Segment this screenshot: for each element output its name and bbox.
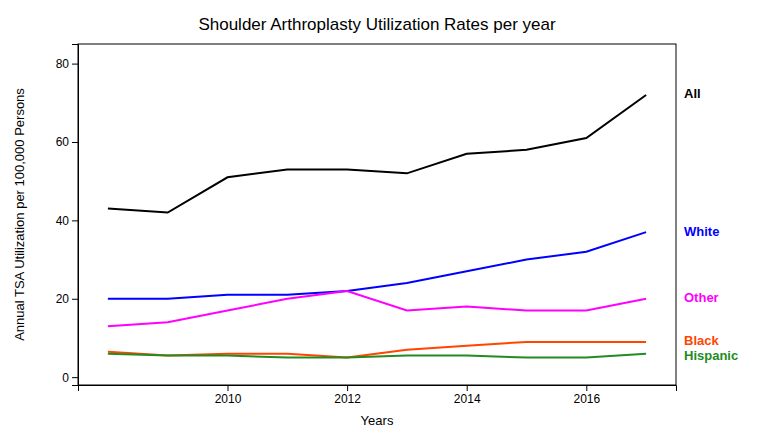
series-line — [108, 232, 646, 299]
tick-mark — [72, 220, 78, 221]
tick-mark — [228, 385, 229, 391]
tick-mark — [72, 299, 78, 300]
tick: 40 — [56, 214, 78, 228]
tick-label: 80 — [56, 57, 70, 71]
chart-title: Shoulder Arthroplasty Utilization Rates … — [198, 15, 556, 34]
tick-label: 60 — [56, 135, 70, 149]
tick: 2012 — [334, 385, 361, 406]
y-axis: 0 20 40 60 80 — [56, 45, 79, 386]
series-label: White — [684, 224, 719, 239]
series-line — [108, 354, 646, 358]
tick-label: 2010 — [215, 392, 242, 406]
tick: 0 — [62, 371, 78, 385]
chart-container: 2010 2012 2014 2016 0 20 40 60 80 All White Other Bl… — [0, 0, 776, 437]
tick-mark — [586, 385, 587, 391]
tick: 2014 — [454, 385, 481, 406]
chart: 2010 2012 2014 2016 0 20 40 60 80 All White Other Bl… — [0, 0, 776, 437]
tick-mark — [72, 377, 78, 378]
tick: 80 — [56, 57, 78, 71]
series-label: All — [684, 86, 701, 101]
tick-label: 2012 — [334, 392, 361, 406]
tick: 2016 — [573, 385, 600, 406]
y-axis-title: Annual TSA Utilization per 100,000 Perso… — [12, 88, 27, 341]
tick: 60 — [56, 135, 78, 149]
tick-label: 0 — [62, 371, 69, 385]
axis-line — [79, 386, 677, 392]
series-labels: All White Other BlackHispanic — [684, 86, 738, 363]
plot-area — [108, 95, 646, 358]
series-label: Other — [684, 290, 719, 305]
tick-mark — [72, 142, 78, 143]
tick-label: 2014 — [454, 392, 481, 406]
x-axis: 2010 2012 2014 2016 — [79, 385, 677, 406]
series-label: Hispanic — [684, 348, 738, 363]
tick-label: 2016 — [573, 392, 600, 406]
series-line — [108, 95, 646, 213]
axis-line — [72, 45, 79, 386]
tick: 20 — [56, 292, 78, 306]
series-label: Black — [684, 333, 719, 348]
tick-mark — [347, 385, 348, 391]
tick-label: 40 — [56, 214, 70, 228]
tick: 2010 — [215, 385, 242, 406]
series-line — [108, 342, 646, 358]
x-axis-title: Years — [361, 413, 394, 428]
plot-frame — [78, 44, 676, 385]
tick-mark — [467, 385, 468, 391]
series-line — [108, 291, 646, 326]
tick-label: 20 — [56, 292, 70, 306]
tick-mark — [72, 64, 78, 65]
